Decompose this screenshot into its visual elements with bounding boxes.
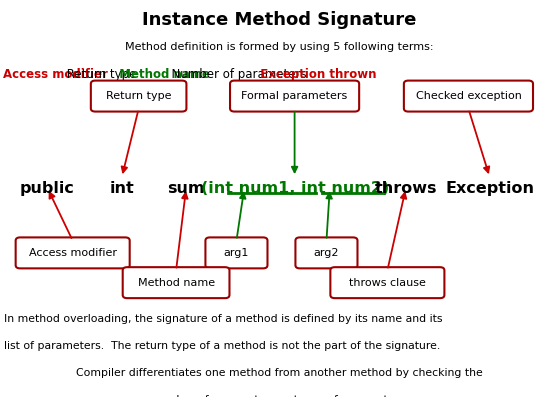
Text: Exception thrown: Exception thrown xyxy=(252,68,377,81)
Text: Return type: Return type xyxy=(63,68,136,81)
Text: Checked exception: Checked exception xyxy=(415,91,522,101)
Text: Exception: Exception xyxy=(445,181,534,196)
Text: number of parameters or types of parameters.: number of parameters or types of paramet… xyxy=(151,395,408,397)
Text: Return type: Return type xyxy=(106,91,172,101)
Text: Access modifier: Access modifier xyxy=(3,68,108,81)
Text: sum: sum xyxy=(167,181,205,196)
FancyBboxPatch shape xyxy=(404,81,533,112)
FancyBboxPatch shape xyxy=(230,81,359,112)
Text: throws: throws xyxy=(375,181,437,196)
Text: Method definition is formed by using 5 following terms:: Method definition is formed by using 5 f… xyxy=(125,42,434,52)
Text: Method name: Method name xyxy=(111,68,211,81)
Text: int: int xyxy=(110,181,134,196)
FancyBboxPatch shape xyxy=(123,267,229,298)
Text: In method overloading, the signature of a method is defined by its name and its: In method overloading, the signature of … xyxy=(4,314,442,324)
Text: arg1: arg1 xyxy=(224,248,249,258)
Text: Number of parameters: Number of parameters xyxy=(164,68,306,81)
FancyBboxPatch shape xyxy=(330,267,444,298)
FancyBboxPatch shape xyxy=(206,237,267,268)
Text: throws clause: throws clause xyxy=(349,278,426,288)
Text: Compiler differentiates one method from another method by checking the: Compiler differentiates one method from … xyxy=(76,368,483,378)
Text: Method name: Method name xyxy=(138,278,215,288)
FancyBboxPatch shape xyxy=(91,81,186,112)
Text: public: public xyxy=(20,181,75,196)
FancyBboxPatch shape xyxy=(16,237,130,268)
FancyBboxPatch shape xyxy=(295,237,358,268)
Text: Instance Method Signature: Instance Method Signature xyxy=(143,11,416,29)
Text: Access modifier: Access modifier xyxy=(29,248,117,258)
Text: Formal parameters: Formal parameters xyxy=(241,91,348,101)
Text: arg2: arg2 xyxy=(314,248,339,258)
Text: (int num1, int num2): (int num1, int num2) xyxy=(201,181,389,196)
Text: list of parameters.  The return type of a method is not the part of the signatur: list of parameters. The return type of a… xyxy=(4,341,440,351)
